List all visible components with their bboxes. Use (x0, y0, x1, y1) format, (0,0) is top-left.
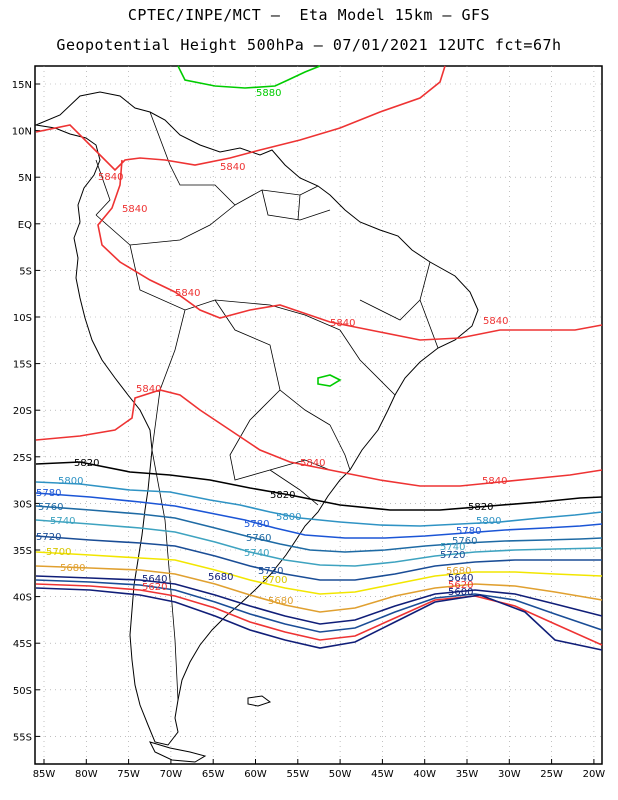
contour-5700 (35, 551, 603, 595)
contour-5740 (35, 519, 603, 567)
label-5840-g: 5840 (136, 384, 161, 395)
label-5780-a: 5780 (36, 488, 61, 499)
lon-label: 75W (117, 769, 140, 780)
lat-label: 5S (19, 266, 32, 277)
label-5640-a: 5640 (142, 574, 167, 585)
lat-label: 5N (18, 173, 32, 184)
label-5760-b: 5760 (246, 533, 271, 544)
label-5840-h: 5840 (300, 458, 325, 469)
map-frame (34, 65, 603, 765)
lon-label: 20W (583, 769, 606, 780)
contour-5820 (35, 461, 603, 511)
lon-label: 65W (202, 769, 225, 780)
height-contours (35, 65, 603, 651)
lat-label: 15S (13, 360, 32, 371)
contour-5680 (35, 565, 603, 613)
lon-label: 70W (160, 769, 183, 780)
label-5840-c: 5840 (122, 204, 147, 215)
contour-5800 (35, 481, 603, 527)
label-5840-b: 5840 (220, 162, 245, 173)
label-5680-b: 5680 (268, 596, 293, 607)
contour-5880 (177, 65, 321, 89)
lon-label: 45W (371, 769, 394, 780)
axis-ticks: 15N 10N 5N EQ 5S 10S 15S 20S 25S 30S 35S 40S 45S 50S 5… (12, 80, 606, 780)
label-5760-a: 5760 (38, 502, 63, 513)
lon-label: 85W (33, 769, 56, 780)
contour-5840-south (35, 389, 603, 487)
lat-label: 35S (13, 546, 32, 557)
lat-label: 55S (13, 732, 32, 743)
lat-label: 20S (13, 406, 32, 417)
label-5800-a: 5800 (58, 476, 83, 487)
label-5840-f: 5840 (483, 316, 508, 327)
lat-label: 25S (13, 453, 32, 464)
label-5840-a: 5840 (98, 172, 123, 183)
label-5760-c: 5760 (452, 536, 477, 547)
label-5600-a: 5600 (448, 587, 473, 598)
label-5680-d: 5680 (208, 572, 233, 583)
label-5680-c: 5680 (446, 566, 471, 577)
lon-label: 60W (244, 769, 267, 780)
tierra-del-fuego (149, 741, 207, 763)
label-5800-c: 5800 (476, 516, 501, 527)
label-5780-c: 5780 (456, 526, 481, 537)
lat-label: 45S (13, 639, 32, 650)
label-5680-a: 5680 (60, 563, 85, 574)
label-5620-a: 5620 (142, 582, 167, 593)
contour-5600 (35, 587, 603, 651)
label-5840-i: 5840 (482, 476, 507, 487)
label-5720-b: 5720 (258, 566, 283, 577)
south-america-coastline (34, 91, 479, 746)
label-5840-e: 5840 (330, 318, 355, 329)
label-5740-a: 5740 (50, 516, 75, 527)
contour-5660 (35, 575, 603, 625)
label-5700-a: 5700 (46, 547, 71, 558)
lon-label: 30W (498, 769, 521, 780)
lat-label: EQ (18, 220, 32, 231)
lat-label: 30S (13, 499, 32, 510)
label-5840-d: 5840 (175, 288, 200, 299)
map-subtitle: Geopotential Height 500hPa – 07/01/2021 … (56, 36, 562, 54)
label-5620-b: 5620 (448, 580, 473, 591)
lat-label: 10N (12, 127, 32, 138)
contour-5640 (35, 579, 603, 633)
falkland-islands (247, 695, 272, 707)
contour-5880-b (317, 374, 342, 387)
lat-label: 15N (12, 80, 32, 91)
label-5880: 5880 (256, 88, 281, 99)
contour-5720 (35, 535, 602, 581)
map-title: CPTEC/INPE/MCT – Eta Model 15km – GFS (127, 6, 491, 24)
label-5700-b: 5700 (262, 575, 287, 586)
label-5800-b: 5800 (276, 512, 301, 523)
contour-labels: 5880 5840 5840 5840 5840 5840 5840 5840 … (36, 88, 508, 607)
lon-label: 35W (456, 769, 479, 780)
lon-label: 40W (413, 769, 436, 780)
label-5740-b: 5740 (244, 548, 269, 559)
label-5820-c: 5820 (468, 502, 493, 513)
label-5740-c: 5740 (440, 542, 465, 553)
contour-5840-north (35, 65, 446, 172)
contour-5780 (35, 492, 603, 539)
label-5720-c: 5720 (440, 550, 465, 561)
lat-label: 40S (13, 593, 32, 604)
country-borders (95, 111, 439, 701)
lon-label: 50W (329, 769, 352, 780)
lat-label: 50S (13, 686, 32, 697)
label-5820-b: 5820 (270, 490, 295, 501)
label-5820-a: 5820 (74, 458, 99, 469)
lon-label: 55W (286, 769, 309, 780)
label-5720-a: 5720 (36, 532, 61, 543)
label-5780-b: 5780 (244, 519, 269, 530)
contour-5760 (35, 505, 603, 553)
lat-label: 10S (13, 313, 32, 324)
lon-label: 25W (540, 769, 563, 780)
lon-label: 80W (75, 769, 98, 780)
contour-5840-mid (97, 159, 603, 341)
label-5640-b: 5640 (448, 573, 473, 584)
